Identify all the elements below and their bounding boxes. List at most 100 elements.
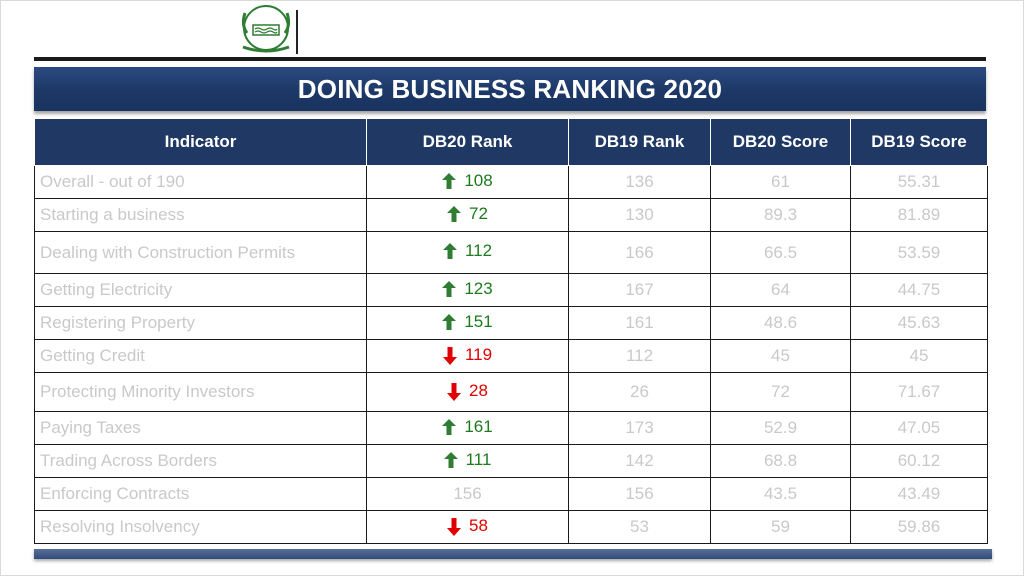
- page-title: DOING BUSINESS RANKING 2020: [297, 73, 723, 104]
- db20-rank-value: 151: [464, 311, 493, 331]
- rank-wrapper: 111: [443, 449, 492, 470]
- db20-score-cell: 45: [710, 339, 851, 373]
- table-row: Dealing with Construction Permits 112 166 6…: [34, 231, 988, 274]
- db19-score-cell: 55.31: [850, 165, 988, 199]
- rank-wrapper: 58: [447, 516, 488, 536]
- rank-wrapper: 123: [442, 278, 493, 299]
- arrow-up-icon: [442, 280, 457, 297]
- arrow-up-icon: [442, 172, 457, 189]
- db19-rank-cell: 167: [568, 273, 711, 307]
- rank-wrapper: 108: [442, 170, 493, 191]
- ranking-table: Indicator DB20 Rank DB19 Rank DB20 Score…: [34, 118, 988, 544]
- db19-rank-cell: 26: [568, 372, 711, 412]
- table-row: Trading Across Borders 111 142 68.8 60.12: [34, 444, 988, 478]
- arrow-up-icon: [442, 418, 457, 435]
- db20-rank-cell: 28: [366, 372, 569, 412]
- rank-wrapper: 112: [442, 241, 493, 261]
- indicator-cell: Starting a business: [34, 198, 367, 232]
- db19-rank-cell: 166: [568, 231, 711, 274]
- title-banner: DOING BUSINESS RANKING 2020: [34, 67, 986, 111]
- db20-rank-cell: 161: [366, 411, 569, 445]
- db19-rank-cell: 53: [568, 510, 711, 544]
- arrow-up-icon: [443, 451, 458, 468]
- db19-score-cell: 47.05: [850, 411, 988, 445]
- arrow-down-icon: [447, 517, 462, 536]
- indicator-cell: Dealing with Construction Permits: [34, 231, 367, 274]
- column-header: DB19 Score: [850, 118, 988, 166]
- db19-score-cell: 45.63: [850, 306, 988, 340]
- db20-score-cell: 61: [710, 165, 851, 199]
- db20-score-cell: 66.5: [710, 231, 851, 274]
- arrow-down-icon: [442, 346, 457, 365]
- column-header: DB19 Rank: [568, 118, 711, 166]
- db19-score-cell: 81.89: [850, 198, 988, 232]
- table-row: Getting Credit 119 112 45 45: [34, 339, 988, 373]
- db20-rank-cell: 156: [366, 477, 569, 511]
- db20-rank-value: 161: [464, 416, 493, 436]
- table-row: Getting Electricity 123 167 64 44.75: [34, 273, 988, 307]
- db20-rank-value: 156: [453, 484, 482, 503]
- db20-score-cell: 48.6: [710, 306, 851, 340]
- db20-score-cell: 89.3: [710, 198, 851, 232]
- punjab-government-logo: [233, 3, 299, 55]
- db19-rank-cell: 112: [568, 339, 711, 373]
- db20-rank-cell: 119: [366, 339, 569, 373]
- table-row: Overall - out of 190 108 136 61 55.31: [34, 165, 988, 199]
- arrow-down-icon: [447, 382, 462, 401]
- indicator-cell: Resolving Insolvency: [34, 510, 367, 544]
- indicator-cell: Paying Taxes: [34, 411, 367, 445]
- db20-score-cell: 52.9: [710, 411, 851, 445]
- rank-wrapper: 72: [447, 204, 488, 224]
- indicator-cell: Registering Property: [34, 306, 367, 340]
- db20-rank-value: 123: [464, 278, 493, 298]
- db19-score-cell: 45: [850, 339, 988, 373]
- db19-rank-cell: 156: [568, 477, 711, 511]
- table-row: Protecting Minority Investors 28 26 72 71.67: [34, 372, 988, 412]
- db20-rank-value: 111: [465, 449, 492, 469]
- db20-rank-value: 119: [464, 344, 493, 364]
- db20-score-cell: 59: [710, 510, 851, 544]
- rank-wrapper: 28: [447, 381, 488, 401]
- arrow-up-icon: [442, 313, 457, 330]
- footer-bar: [34, 549, 992, 559]
- logo-divider: [296, 10, 298, 54]
- table-header-row: Indicator DB20 Rank DB19 Rank DB20 Score…: [34, 118, 988, 166]
- db19-rank-cell: 142: [568, 444, 711, 478]
- table-row: Resolving Insolvency 58 53 59 59.86: [34, 510, 988, 544]
- db19-rank-cell: 136: [568, 165, 711, 199]
- column-header: DB20 Score: [710, 118, 851, 166]
- rank-wrapper: 119: [442, 344, 493, 365]
- db20-rank-value: 28: [469, 380, 488, 400]
- db20-score-cell: 64: [710, 273, 851, 307]
- db20-rank-cell: 111: [366, 444, 569, 478]
- db20-rank-cell: 112: [366, 231, 569, 274]
- rank-wrapper: 156: [453, 484, 481, 504]
- db20-score-cell: 72: [710, 372, 851, 412]
- db20-rank-cell: 58: [366, 510, 569, 544]
- indicator-cell: Overall - out of 190: [34, 165, 367, 199]
- arrow-up-icon: [447, 205, 462, 222]
- rank-wrapper: 151: [442, 311, 493, 332]
- db19-rank-cell: 161: [568, 306, 711, 340]
- db20-score-cell: 68.8: [710, 444, 851, 478]
- db19-score-cell: 71.67: [850, 372, 988, 412]
- db20-rank-cell: 123: [366, 273, 569, 307]
- rank-wrapper: 161: [442, 416, 493, 437]
- table-row: Paying Taxes 161 173 52.9 47.05: [34, 411, 988, 445]
- db19-score-cell: 53.59: [850, 231, 988, 274]
- db20-rank-cell: 151: [366, 306, 569, 340]
- column-header: DB20 Rank: [366, 118, 569, 166]
- db19-score-cell: 60.12: [850, 444, 988, 478]
- indicator-cell: Enforcing Contracts: [34, 477, 367, 511]
- indicator-cell: Trading Across Borders: [34, 444, 367, 478]
- header-rule: [34, 57, 986, 61]
- arrow-up-icon: [442, 243, 457, 259]
- db19-rank-cell: 173: [568, 411, 711, 445]
- db19-score-cell: 43.49: [850, 477, 988, 511]
- db20-score-cell: 43.5: [710, 477, 851, 511]
- table-row: Starting a business 72 130 89.3 81.89: [34, 198, 988, 232]
- table-row: Enforcing Contracts 156 156 43.5 43.49: [34, 477, 988, 511]
- db20-rank-value: 112: [464, 241, 493, 260]
- db20-rank-value: 108: [464, 170, 493, 190]
- indicator-cell: Getting Credit: [34, 339, 367, 373]
